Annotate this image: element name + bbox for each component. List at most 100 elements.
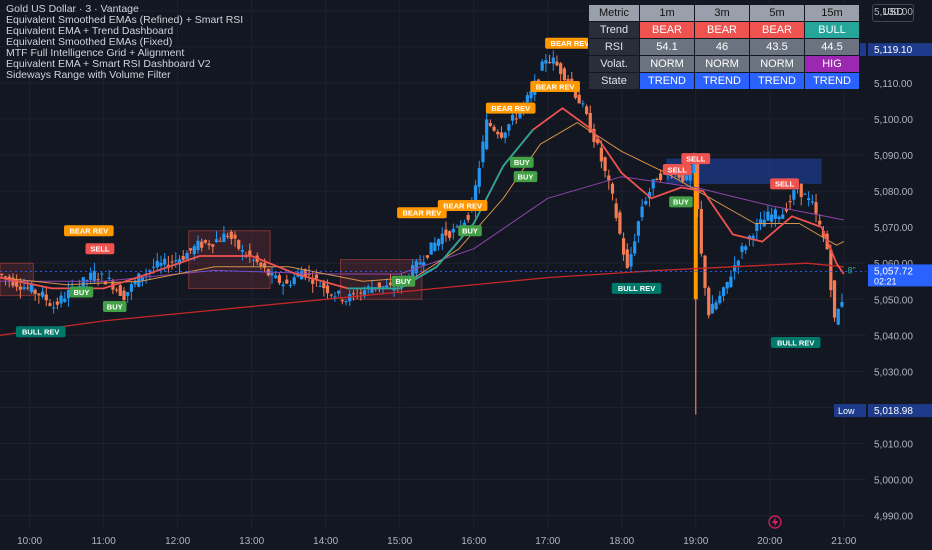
candle-body — [274, 275, 278, 279]
indicator-label[interactable]: Sideways Range with Volume Filter — [6, 69, 171, 81]
price-tick-label: 5,000.00 — [874, 476, 913, 487]
candle-body — [651, 179, 655, 189]
indicator-label[interactable]: Equivalent EMA + Smart RSI Dashboard V2 — [6, 58, 211, 70]
signal-label-bg — [437, 200, 488, 212]
candle-body — [359, 292, 363, 294]
candle-body — [818, 220, 822, 225]
time-tick-label: 13:00 — [239, 536, 264, 547]
currency-button[interactable]: USD — [872, 4, 914, 22]
price-tick-label: 4,990.00 — [874, 512, 913, 523]
dashboard-cell: NORM — [695, 56, 749, 72]
candle-body — [766, 211, 770, 221]
candle-body — [559, 63, 563, 74]
candle-body — [218, 240, 222, 242]
candle-body — [22, 287, 26, 289]
price-level-value: 5,119.10 — [874, 45, 913, 56]
candle-body — [633, 241, 637, 254]
indicator-label[interactable]: Equivalent Smoothed EMAs (Fixed) — [6, 36, 173, 48]
candle-body — [836, 309, 840, 325]
time-tick-label: 16:00 — [461, 536, 486, 547]
dashboard-header-cell: 15m — [805, 5, 859, 21]
candle-body — [647, 192, 652, 199]
time-tick-label: 15:00 — [387, 536, 412, 547]
signal-label: BEAR REV — [530, 81, 580, 93]
ema-fast-bull-segment — [347, 129, 534, 290]
candle-body — [344, 301, 348, 303]
signal-label: BEAR REV — [545, 37, 595, 49]
candle-body — [240, 249, 245, 252]
candle-body — [281, 284, 285, 287]
candle-body — [477, 168, 481, 187]
candle-body — [15, 279, 19, 287]
signal-label-text: SELL — [686, 154, 706, 163]
dashboard-cell: 54.1 — [640, 39, 694, 55]
candle-body — [510, 114, 515, 121]
signal-label-bg — [513, 171, 538, 183]
indicator-label[interactable]: Equivalent EMA + Trend Dashboard — [6, 25, 174, 37]
price-axis[interactable]: 4,990.005,000.005,010.005,020.005,030.00… — [866, 0, 932, 550]
time-axis[interactable]: 10:00 11:00 12:00 13:00 14:00 15:00 16:00 17:00… — [0, 530, 866, 550]
candle-body — [832, 280, 837, 318]
price-level-value: 5,057.72 — [874, 266, 913, 277]
candle-body — [473, 185, 478, 211]
candle-body — [440, 233, 444, 244]
candle-body — [422, 262, 426, 266]
candle-body — [444, 229, 448, 236]
candle-body — [788, 201, 792, 203]
time-tick-label: 10:00 — [17, 536, 42, 547]
candle-body — [807, 198, 811, 201]
signal-label-text: BULL REV — [618, 284, 655, 293]
symbol-title[interactable]: Gold US Dollar · 3 · Vantage — [6, 3, 139, 15]
candle-body — [211, 244, 215, 247]
candle-body — [351, 293, 356, 295]
signal-label-text: BUY — [73, 288, 89, 297]
candle-body — [503, 132, 507, 139]
signal-label-bg — [391, 275, 416, 287]
candle-body — [233, 234, 237, 239]
candle-body — [292, 277, 296, 285]
candle-body — [821, 230, 826, 238]
candle-body — [644, 200, 648, 205]
dashboard-cell: 43.5 — [750, 39, 804, 55]
candle-body — [29, 284, 34, 293]
dashboard-cell: TREND — [750, 73, 804, 89]
candle-body — [226, 235, 230, 237]
price-tick-label: 5,010.00 — [874, 439, 913, 450]
candle-body — [640, 206, 644, 218]
candle-body — [385, 285, 389, 288]
candle-body — [214, 239, 219, 243]
candle-body — [174, 260, 178, 262]
candle-body — [159, 262, 163, 266]
price-level-tag: Low — [838, 406, 855, 416]
ema-long-line — [0, 262, 844, 336]
candle-body — [411, 265, 415, 280]
candle-body — [540, 61, 544, 71]
candle-body — [181, 256, 185, 260]
candle-body — [636, 221, 640, 236]
candle-body — [314, 274, 319, 279]
candle-body — [37, 293, 41, 296]
candle-body — [11, 277, 15, 286]
candle-body — [55, 301, 59, 305]
candle-body — [603, 157, 607, 171]
indicator-label[interactable]: Equivalent Smoothed EMAs (Refined) + Sma… — [6, 14, 244, 26]
signal-label: BUY — [69, 286, 94, 298]
dashboard-header-cell: Metric — [589, 5, 639, 21]
candle-body — [366, 286, 370, 288]
signal-label: BUY — [102, 300, 127, 312]
candle-body — [333, 296, 337, 298]
signal-label-bg — [64, 225, 114, 237]
lightning-icon-bolt — [772, 517, 778, 527]
indicator-label[interactable]: MTF Full Intelligence Grid + Alignment — [6, 47, 185, 59]
price-tick-label: 5,070.00 — [874, 223, 913, 234]
time-tick-label: 12:00 — [165, 536, 190, 547]
candle-body — [129, 284, 133, 292]
candle-body — [185, 252, 189, 260]
price-level-value: 5,018.98 — [874, 406, 913, 417]
candle-body — [518, 110, 522, 119]
candle-body — [170, 261, 174, 263]
candle-body — [829, 249, 833, 291]
candle-body — [562, 68, 566, 81]
time-tick-label: 17:00 — [535, 536, 560, 547]
